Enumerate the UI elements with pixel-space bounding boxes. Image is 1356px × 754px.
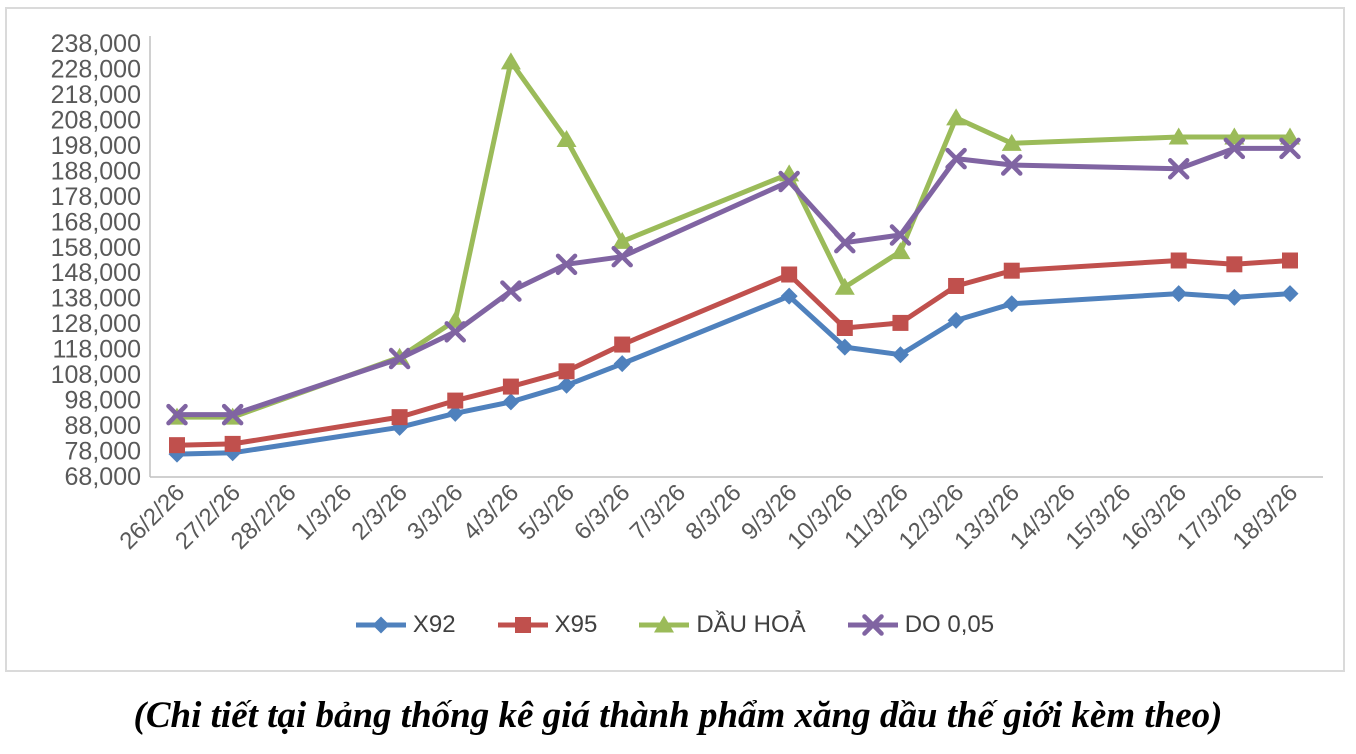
series-marker-DO 0,05 xyxy=(889,224,912,246)
y-axis-label: 108,000 xyxy=(51,361,141,389)
series-marker-X95 xyxy=(614,336,631,353)
series-marker-DO 0,05 xyxy=(166,403,188,426)
y-axis-label: 68,000 xyxy=(65,463,141,491)
series-marker-X92 xyxy=(836,338,854,356)
series-marker-X95 xyxy=(1170,252,1187,269)
series-marker-X95 xyxy=(224,435,241,452)
legend-item-X95: X95 xyxy=(497,611,598,638)
series-marker-X92 xyxy=(780,287,798,305)
series-marker-DO 0,05 xyxy=(221,403,244,426)
y-axis-label: 148,000 xyxy=(51,259,141,287)
series-marker-X92 xyxy=(502,393,520,411)
series-marker-DO 0,05 xyxy=(611,245,633,268)
series-marker-DẦU HOẢ xyxy=(500,52,521,70)
chart-caption: (Chi tiết tại bảng thống kê giá thành ph… xyxy=(133,695,1223,736)
series-marker-X92 xyxy=(947,311,965,329)
y-axis-label: 228,000 xyxy=(51,55,141,83)
price-chart: 238,000 228,000 218,000 208,000 198,000 188,0… xyxy=(5,7,1345,672)
chart-canvas: 238,000228,000218,000208,000198,000188,0… xyxy=(5,7,1345,672)
series-marker-DẦU HOẢ xyxy=(890,242,911,260)
legend-marker-X92 xyxy=(355,616,406,634)
series-marker-X95 xyxy=(1003,262,1020,279)
series-marker-DẦU HOẢ xyxy=(834,277,855,295)
y-axis-label: 88,000 xyxy=(65,412,141,440)
series-marker-DẦU HOẢ xyxy=(445,310,466,328)
y-axis-label: 238,000 xyxy=(51,30,141,58)
legend-item-X92: X92 xyxy=(355,611,456,638)
series-marker-DẦU HOẢ xyxy=(612,231,633,249)
series-marker-X92 xyxy=(1003,295,1021,313)
series-marker-X95 xyxy=(502,378,519,395)
y-axis-label: 188,000 xyxy=(51,157,141,185)
series-marker-X95 xyxy=(169,437,185,454)
y-axis-label: 208,000 xyxy=(51,106,141,134)
legend-item-DẦU HOẢ: DẦU HOẢ xyxy=(639,611,806,638)
series-marker-X95 xyxy=(1226,256,1243,273)
legend-marker-X95 xyxy=(497,617,548,633)
series-marker-X95 xyxy=(948,277,965,294)
series-marker-DẦU HOẢ xyxy=(556,130,577,148)
legend-item-DO 0,05: DO 0,05 xyxy=(847,611,995,638)
series-marker-X92 xyxy=(1170,285,1188,303)
series-marker-X95 xyxy=(892,314,909,331)
series-marker-DO 0,05 xyxy=(555,253,578,276)
y-axis-label: 178,000 xyxy=(51,183,141,211)
series-marker-DẦU HOẢ xyxy=(1224,127,1245,145)
series-marker-X95 xyxy=(558,363,575,380)
series-marker-X92 xyxy=(1281,285,1299,303)
y-axis-label: 158,000 xyxy=(51,234,141,262)
legend-label: X92 xyxy=(412,611,456,638)
series-marker-DO 0,05 xyxy=(778,170,800,193)
series-marker-X95 xyxy=(781,266,798,283)
series-marker-DO 0,05 xyxy=(500,280,522,302)
y-axis-label: 98,000 xyxy=(65,387,141,415)
y-axis-label: 218,000 xyxy=(51,81,141,109)
legend-marker-DO 0,05 xyxy=(847,614,898,636)
series-marker-DO 0,05 xyxy=(1001,154,1023,176)
y-axis-label: 198,000 xyxy=(51,132,141,160)
legend-label: DẦU HOẢ xyxy=(696,611,806,638)
series-marker-DẦU HOẢ xyxy=(1168,127,1189,145)
series-marker-X92 xyxy=(1225,288,1243,306)
legend-marker-DẦU HOẢ xyxy=(639,615,690,633)
series-marker-X95 xyxy=(447,392,464,409)
series-marker-X92 xyxy=(613,355,631,373)
series-marker-DẦU HOẢ xyxy=(946,108,967,126)
series-marker-DO 0,05 xyxy=(444,321,466,343)
series-marker-DO 0,05 xyxy=(1223,137,1246,160)
series-marker-X95 xyxy=(391,409,408,426)
series-marker-DO 0,05 xyxy=(1167,158,1190,180)
y-axis-label: 138,000 xyxy=(51,285,141,313)
legend-label: DO 0,05 xyxy=(904,611,995,638)
series-marker-DẦU HOẢ xyxy=(1280,127,1300,145)
series-marker-DO 0,05 xyxy=(945,147,967,170)
y-axis-label: 168,000 xyxy=(51,208,141,236)
chart-border xyxy=(5,7,1345,672)
series-marker-X95 xyxy=(1282,252,1298,269)
series-marker-X92 xyxy=(891,346,909,364)
series-marker-X92 xyxy=(558,376,576,394)
series-marker-DO 0,05 xyxy=(834,231,856,254)
series-marker-X92 xyxy=(446,404,464,422)
series-marker-DẦU HOẢ xyxy=(1001,133,1022,151)
y-axis-label: 78,000 xyxy=(65,438,141,466)
series-marker-DO 0,05 xyxy=(1279,137,1301,160)
series-marker-X95 xyxy=(836,319,853,336)
legend-label: X95 xyxy=(554,611,598,638)
y-axis-label: 118,000 xyxy=(52,336,141,364)
chart-legend: X92 X95 DẦU HOẢ DO 0,05 xyxy=(6,612,1344,638)
y-axis-label: 128,000 xyxy=(51,310,141,338)
series-marker-DO 0,05 xyxy=(388,347,411,370)
